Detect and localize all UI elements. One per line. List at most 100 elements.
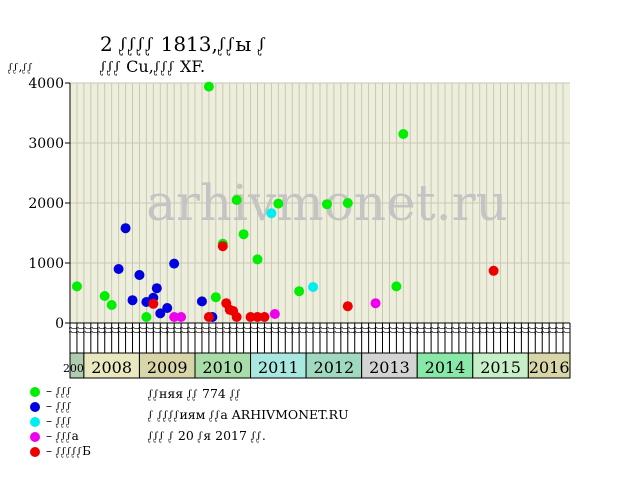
month-label: ᶘᶘ xyxy=(124,327,134,335)
month-label: ᶘᶘ xyxy=(374,327,384,335)
year-label: 2014 xyxy=(425,358,466,377)
data-point xyxy=(148,298,159,309)
note-line: ᶘᶘᶘ ᶘ 20 ᶘя 2017 ᶘᶘ. xyxy=(148,428,266,443)
data-point xyxy=(238,229,249,240)
month-label: ᶘᶘ xyxy=(193,327,203,335)
year-label: 2010 xyxy=(202,358,243,377)
note-line: ᶘ ᶘᶘᶘᶘиям ᶘᶘа ARHIVMONET.RU xyxy=(148,407,349,422)
month-label: ᶘᶘ xyxy=(318,327,328,335)
month-label: ᶘᶘ xyxy=(68,327,78,335)
data-point xyxy=(106,300,117,310)
y-tick-label: 3000 xyxy=(28,136,64,152)
year-label: 2015 xyxy=(480,358,521,377)
month-label: ᶘᶘ xyxy=(255,327,265,335)
data-point xyxy=(488,265,499,276)
month-label: ᶘᶘ xyxy=(96,327,106,335)
month-label: ᶘᶘ xyxy=(429,327,439,335)
legend-item: – ᶘᶘᶘᶘᶘБ xyxy=(30,444,91,459)
month-label: ᶘᶘ xyxy=(387,327,397,335)
month-label: ᶘᶘ xyxy=(561,327,571,335)
month-label: ᶘᶘ xyxy=(332,327,342,335)
month-label: ᶘᶘ xyxy=(339,327,349,335)
month-label: ᶘᶘ xyxy=(103,327,113,335)
month-label: ᶘᶘ xyxy=(221,327,231,335)
year-band xyxy=(361,352,418,379)
legend: – ᶘᶘᶘ – ᶘᶘᶘ – ᶘᶘᶘ – ᶘᶘᶘа – ᶘᶘᶘᶘᶘБ xyxy=(30,384,91,459)
data-point xyxy=(71,281,82,292)
data-point xyxy=(217,241,228,252)
month-label: ᶘᶘ xyxy=(297,327,307,335)
notes: ᶘᶘняя ᶘᶘ 774 ᶘᶘ ᶘ ᶘᶘᶘᶘиям ᶘᶘа ARHIVMONET… xyxy=(148,383,349,446)
y-axis-label: ᶘᶘ,ᶘᶘ xyxy=(8,60,33,74)
year-label: 2016 xyxy=(529,358,570,377)
month-label: ᶘᶘ xyxy=(457,327,467,335)
month-label: ᶘᶘ xyxy=(533,327,543,335)
legend-dot-icon xyxy=(30,431,40,442)
month-label: ᶘᶘ xyxy=(485,327,495,335)
month-label: ᶘᶘ xyxy=(304,327,314,335)
month-label: ᶘᶘ xyxy=(158,327,168,335)
data-point xyxy=(203,312,214,322)
y-tick-label: 1000 xyxy=(28,256,64,272)
month-label: ᶘᶘ xyxy=(235,327,245,335)
data-point xyxy=(269,309,280,319)
month-label: ᶘᶘ xyxy=(214,327,224,335)
legend-item: – ᶘᶘᶘ xyxy=(30,384,91,399)
year-band xyxy=(472,352,529,379)
year-band xyxy=(138,352,196,379)
data-point xyxy=(252,254,263,265)
month-label: ᶘᶘ xyxy=(165,327,175,335)
data-point xyxy=(99,291,110,301)
month-label: ᶘᶘ xyxy=(443,327,453,335)
year-band xyxy=(527,352,571,379)
data-point xyxy=(342,301,353,312)
month-label: ᶘᶘ xyxy=(75,327,85,335)
year-band xyxy=(194,352,252,379)
legend-item: – ᶘᶘᶘ xyxy=(30,414,91,429)
data-point xyxy=(391,281,402,292)
month-label: ᶘᶘ xyxy=(547,327,557,335)
year-label: 2013 xyxy=(369,358,410,377)
month-label: ᶘᶘ xyxy=(207,327,217,335)
month-label: ᶘᶘ xyxy=(394,327,404,335)
y-tick-label: 2000 xyxy=(28,196,64,212)
data-point xyxy=(252,312,263,322)
month-label: ᶘᶘ xyxy=(179,327,189,335)
data-point xyxy=(398,129,409,139)
legend-dot-icon xyxy=(30,446,40,457)
month-label: ᶘᶘ xyxy=(290,327,300,335)
year-label: 2009 xyxy=(147,358,188,377)
month-label: ᶘᶘ xyxy=(471,327,481,335)
month-label: ᶘᶘ xyxy=(137,327,147,335)
month-label: ᶘᶘ xyxy=(540,327,550,335)
month-label: ᶘᶘ xyxy=(117,327,127,335)
data-point xyxy=(342,198,353,208)
month-label: ᶘᶘ xyxy=(89,327,99,335)
month-label: ᶘᶘ xyxy=(276,327,286,335)
month-label: ᶘᶘ xyxy=(519,327,529,335)
data-point xyxy=(169,312,180,322)
data-point xyxy=(245,312,256,322)
data-point xyxy=(308,282,319,292)
month-label: ᶘᶘ xyxy=(249,327,259,335)
data-point xyxy=(321,199,332,210)
data-point xyxy=(151,283,162,294)
legend-label: – ᶘᶘᶘ xyxy=(46,384,72,398)
year-band xyxy=(416,352,474,379)
legend-label: – ᶘᶘᶘ xyxy=(46,414,72,428)
data-point xyxy=(266,208,277,219)
month-label: ᶘᶘ xyxy=(228,327,238,335)
data-point xyxy=(370,298,381,309)
month-label: ᶘᶘ xyxy=(554,327,564,335)
month-label: ᶘᶘ xyxy=(526,327,536,335)
legend-dot-icon xyxy=(30,386,40,397)
legend-item: – ᶘᶘᶘа xyxy=(30,429,91,444)
month-label: ᶘᶘ xyxy=(242,327,252,335)
data-point xyxy=(155,308,166,319)
month-label: ᶘᶘ xyxy=(325,327,335,335)
data-point xyxy=(273,198,284,209)
year-label: 2011 xyxy=(258,358,299,377)
month-label: ᶘᶘ xyxy=(311,327,321,335)
data-point xyxy=(113,264,124,274)
